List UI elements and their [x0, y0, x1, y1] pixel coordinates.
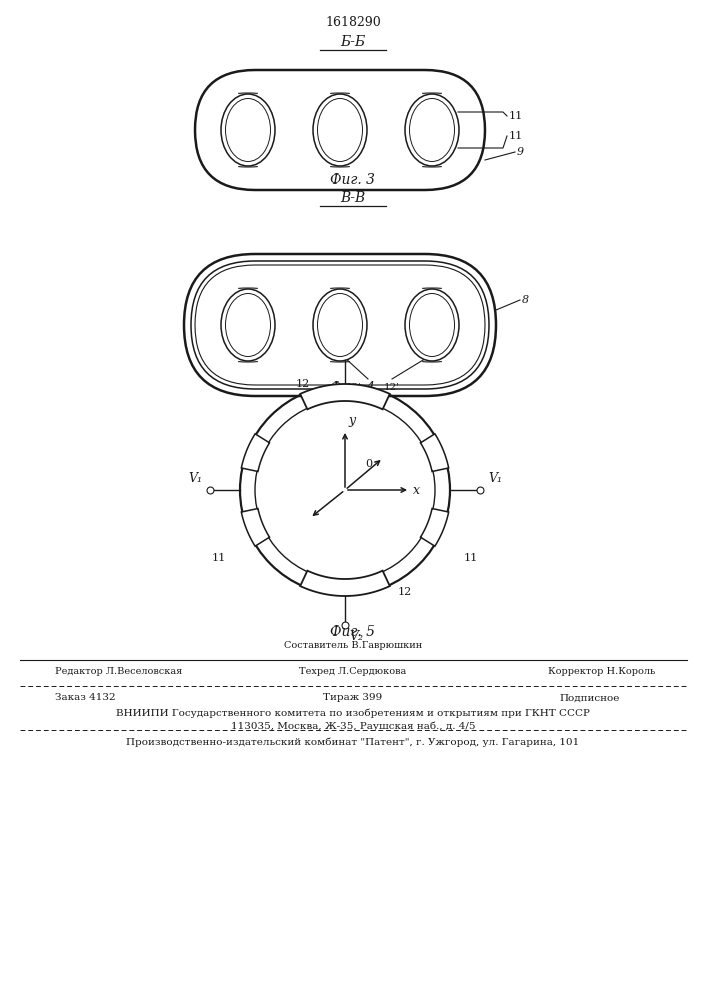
Ellipse shape [405, 289, 459, 361]
Ellipse shape [317, 99, 363, 161]
Text: В-В: В-В [340, 191, 366, 205]
Text: Производственно-издательский комбинат "Патент", г. Ужгород, ул. Гагарина, 101: Производственно-издательский комбинат "П… [127, 737, 580, 747]
Ellipse shape [317, 294, 363, 357]
Text: Фиг. 5: Фиг. 5 [330, 625, 375, 639]
Text: V₂: V₂ [349, 336, 363, 350]
Text: Подписное: Подписное [560, 694, 620, 702]
Text: Фиг. 4: Фиг. 4 [330, 381, 375, 395]
Text: V₁: V₁ [488, 472, 502, 485]
Ellipse shape [226, 99, 271, 161]
Text: Составитель В.Гаврюшкин: Составитель В.Гаврюшкин [284, 642, 422, 650]
Ellipse shape [313, 94, 367, 166]
Polygon shape [421, 434, 449, 471]
Text: 12: 12 [398, 587, 412, 597]
Text: Заказ 4132: Заказ 4132 [55, 694, 116, 702]
Ellipse shape [221, 94, 275, 166]
Ellipse shape [313, 289, 367, 361]
Text: 0: 0 [365, 459, 372, 469]
Text: 113035, Москва, Ж-35, Раушская наб., д. 4/5: 113035, Москва, Ж-35, Раушская наб., д. … [230, 721, 475, 731]
Ellipse shape [409, 294, 455, 357]
Text: V₁: V₁ [188, 472, 202, 485]
Text: 11: 11 [509, 111, 523, 121]
Ellipse shape [405, 94, 459, 166]
FancyBboxPatch shape [184, 254, 496, 396]
Text: 11: 11 [212, 553, 226, 563]
Ellipse shape [409, 99, 455, 161]
Polygon shape [300, 571, 390, 596]
Text: Фиг. 3: Фиг. 3 [330, 173, 375, 187]
Ellipse shape [226, 294, 271, 357]
Polygon shape [241, 509, 269, 546]
Text: 9: 9 [517, 147, 524, 157]
FancyBboxPatch shape [195, 70, 485, 190]
Ellipse shape [221, 289, 275, 361]
Text: Б-Б: Б-Б [340, 35, 366, 49]
Text: Корректор Н.Король: Корректор Н.Король [548, 668, 655, 676]
Text: 8: 8 [522, 295, 529, 305]
Text: Техред Л.Сердюкова: Техред Л.Сердюкова [299, 668, 407, 676]
Polygon shape [421, 509, 449, 546]
Text: 1618290: 1618290 [325, 15, 381, 28]
Text: ВНИИПИ Государственного комитета по изобретениям и открытиям при ГКНТ СССР: ВНИИПИ Государственного комитета по изоб… [116, 708, 590, 718]
Text: 12': 12' [346, 383, 362, 392]
Polygon shape [300, 384, 390, 409]
Text: 12: 12 [296, 379, 310, 389]
Text: Тираж 399: Тираж 399 [323, 694, 382, 702]
Text: 11: 11 [509, 131, 523, 141]
Text: V₂: V₂ [349, 631, 363, 644]
Text: y: y [348, 414, 355, 427]
Text: 12': 12' [384, 383, 400, 392]
Text: 11: 11 [464, 553, 478, 563]
Text: x: x [413, 485, 420, 497]
Polygon shape [241, 434, 269, 471]
Text: Редактор Л.Веселовская: Редактор Л.Веселовская [55, 668, 182, 676]
